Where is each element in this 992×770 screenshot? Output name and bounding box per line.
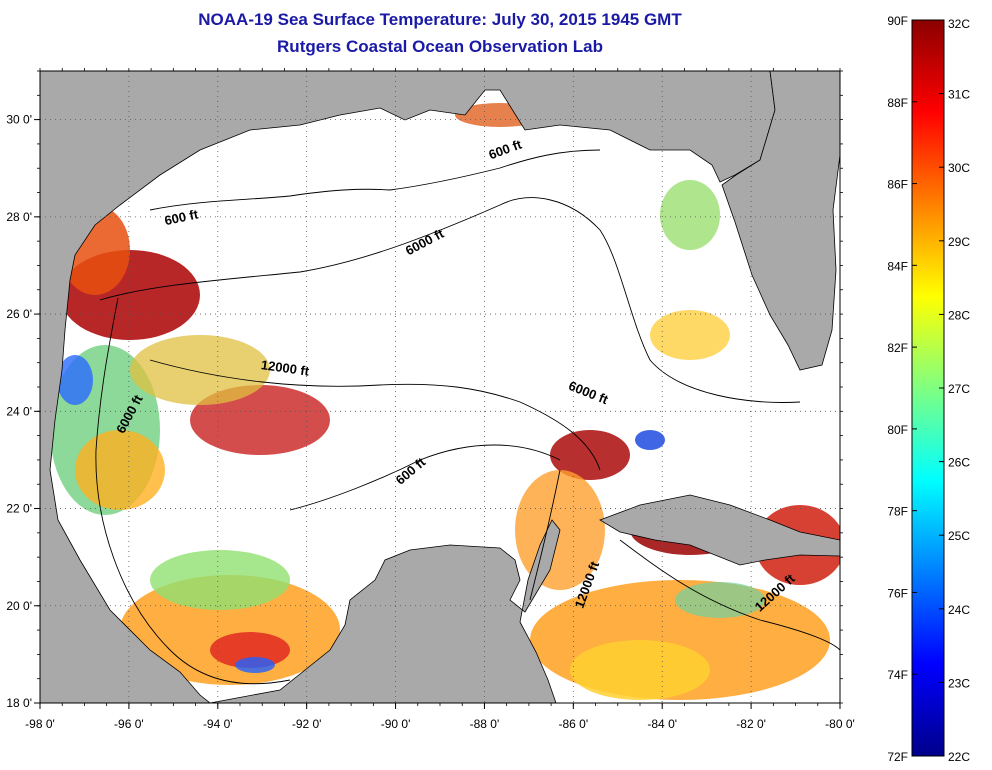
sst-patch-caribbean-green xyxy=(675,582,765,618)
x-tick-label: -90 0' xyxy=(381,717,411,731)
y-tick-label: 18 0' xyxy=(6,696,32,710)
bathymetry-contours xyxy=(95,149,840,685)
x-tick-label: -92 0' xyxy=(292,717,322,731)
temperature-colorbar: 90F 88F 86F 84F 82F 80F 78F 76F 74F 72F 32C 31C 30C… xyxy=(887,14,970,764)
contour-12000ft xyxy=(149,359,601,471)
x-tick-label: -88 0' xyxy=(470,717,500,731)
colorbar-f-label: 90F xyxy=(887,14,908,28)
y-tick-label: 28 0' xyxy=(6,210,32,224)
y-tick-label: 20 0' xyxy=(6,599,32,613)
sst-patch-cuba-blue xyxy=(635,430,665,450)
y-tick-label: 24 0' xyxy=(6,404,32,418)
map-title: NOAA-19 Sea Surface Temperature: July 30… xyxy=(198,10,682,29)
colorbar-c-label: 26C xyxy=(948,456,970,470)
colorbar-c-label: 24C xyxy=(948,603,970,617)
sst-patch-bay-campeche-green xyxy=(150,550,290,610)
contour-600ft-north xyxy=(149,149,601,211)
y-tick-label: 22 0' xyxy=(6,502,32,516)
colorbar-f-label: 80F xyxy=(887,423,908,437)
colorbar-f-label: 74F xyxy=(887,668,908,682)
x-tick-label: -98 0' xyxy=(25,717,55,731)
colorbar-celsius-labels: 32C 31C 30C 29C 28C 27C 26C 25C 24C 23C 22C xyxy=(939,17,970,764)
x-tick-label: -84 0' xyxy=(647,717,677,731)
colorbar-c-label: 31C xyxy=(948,88,970,102)
colorbar-f-label: 84F xyxy=(887,259,908,273)
x-tick-label: -82 0' xyxy=(736,717,766,731)
colorbar-c-label: 29C xyxy=(948,235,970,249)
colorbar-f-label: 72F xyxy=(887,750,908,764)
sst-patch-caribbean-yellow xyxy=(570,640,710,700)
x-tick-label: -96 0' xyxy=(114,717,144,731)
contour-600ft-campeche xyxy=(289,444,561,511)
colorbar-c-label: 28C xyxy=(948,308,970,322)
x-tick-label: -86 0' xyxy=(559,717,589,731)
contour-label: 12000 ft xyxy=(260,357,311,379)
colorbar-gradient xyxy=(911,19,945,757)
sst-patch-east-gulf xyxy=(650,310,730,360)
contour-caribbean-12000ft xyxy=(619,539,840,651)
map-subtitle: Rutgers Coastal Ocean Observation Lab xyxy=(277,37,603,56)
colorbar-c-label: 30C xyxy=(948,161,970,175)
colorbar-f-label: 88F xyxy=(887,96,908,110)
sst-patch-mexico-coast-warm xyxy=(75,430,165,510)
map-grid xyxy=(40,71,840,703)
colorbar-c-label: 32C xyxy=(948,17,970,31)
x-tick-label: -94 0' xyxy=(203,717,233,731)
colorbar-c-label: 22C xyxy=(948,750,970,764)
colorbar-fahrenheit-labels: 90F 88F 86F 84F 82F 80F 78F 76F 74F 72F xyxy=(887,14,917,764)
colorbar-c-label: 23C xyxy=(948,676,970,690)
y-tick-label: 30 0' xyxy=(6,113,32,127)
colorbar-c-label: 25C xyxy=(948,529,970,543)
colorbar-f-label: 82F xyxy=(887,341,908,355)
land xyxy=(40,71,840,703)
x-tick-label: -80 0' xyxy=(825,717,855,731)
sst-patch-central-mix xyxy=(130,335,270,405)
colorbar-f-label: 78F xyxy=(887,505,908,519)
land-yucatan xyxy=(209,519,561,703)
contour-600ft-yucatan xyxy=(529,469,561,601)
colorbar-c-label: 27C xyxy=(948,382,970,396)
colorbar-f-label: 76F xyxy=(887,586,908,600)
sst-patch-campeche-blue xyxy=(235,657,275,673)
axis-longitude: -98 0' -96 0' -94 0' -92 0' -90 0' -88 0' -86 … xyxy=(25,68,855,731)
land-florida xyxy=(721,71,840,371)
contour-6000ft-west xyxy=(95,297,291,685)
contour-6000ft-central xyxy=(99,197,801,403)
y-tick-label: 26 0' xyxy=(6,307,32,321)
land-cuba xyxy=(599,494,840,566)
sst-patch-yucatan-channel xyxy=(550,430,630,480)
land-north-america xyxy=(40,71,776,703)
sst-patch-west-blue xyxy=(57,355,93,405)
contour-label: 600 ft xyxy=(163,206,200,228)
axis-latitude: 18 0' 20 0' 22 0' 24 0' 26 0' 28 0' 30 0' xyxy=(6,70,843,710)
colorbar-f-label: 86F xyxy=(887,178,908,192)
sst-patch-campeche-red xyxy=(210,632,290,668)
sst-patch-florida-shelf xyxy=(660,180,720,250)
